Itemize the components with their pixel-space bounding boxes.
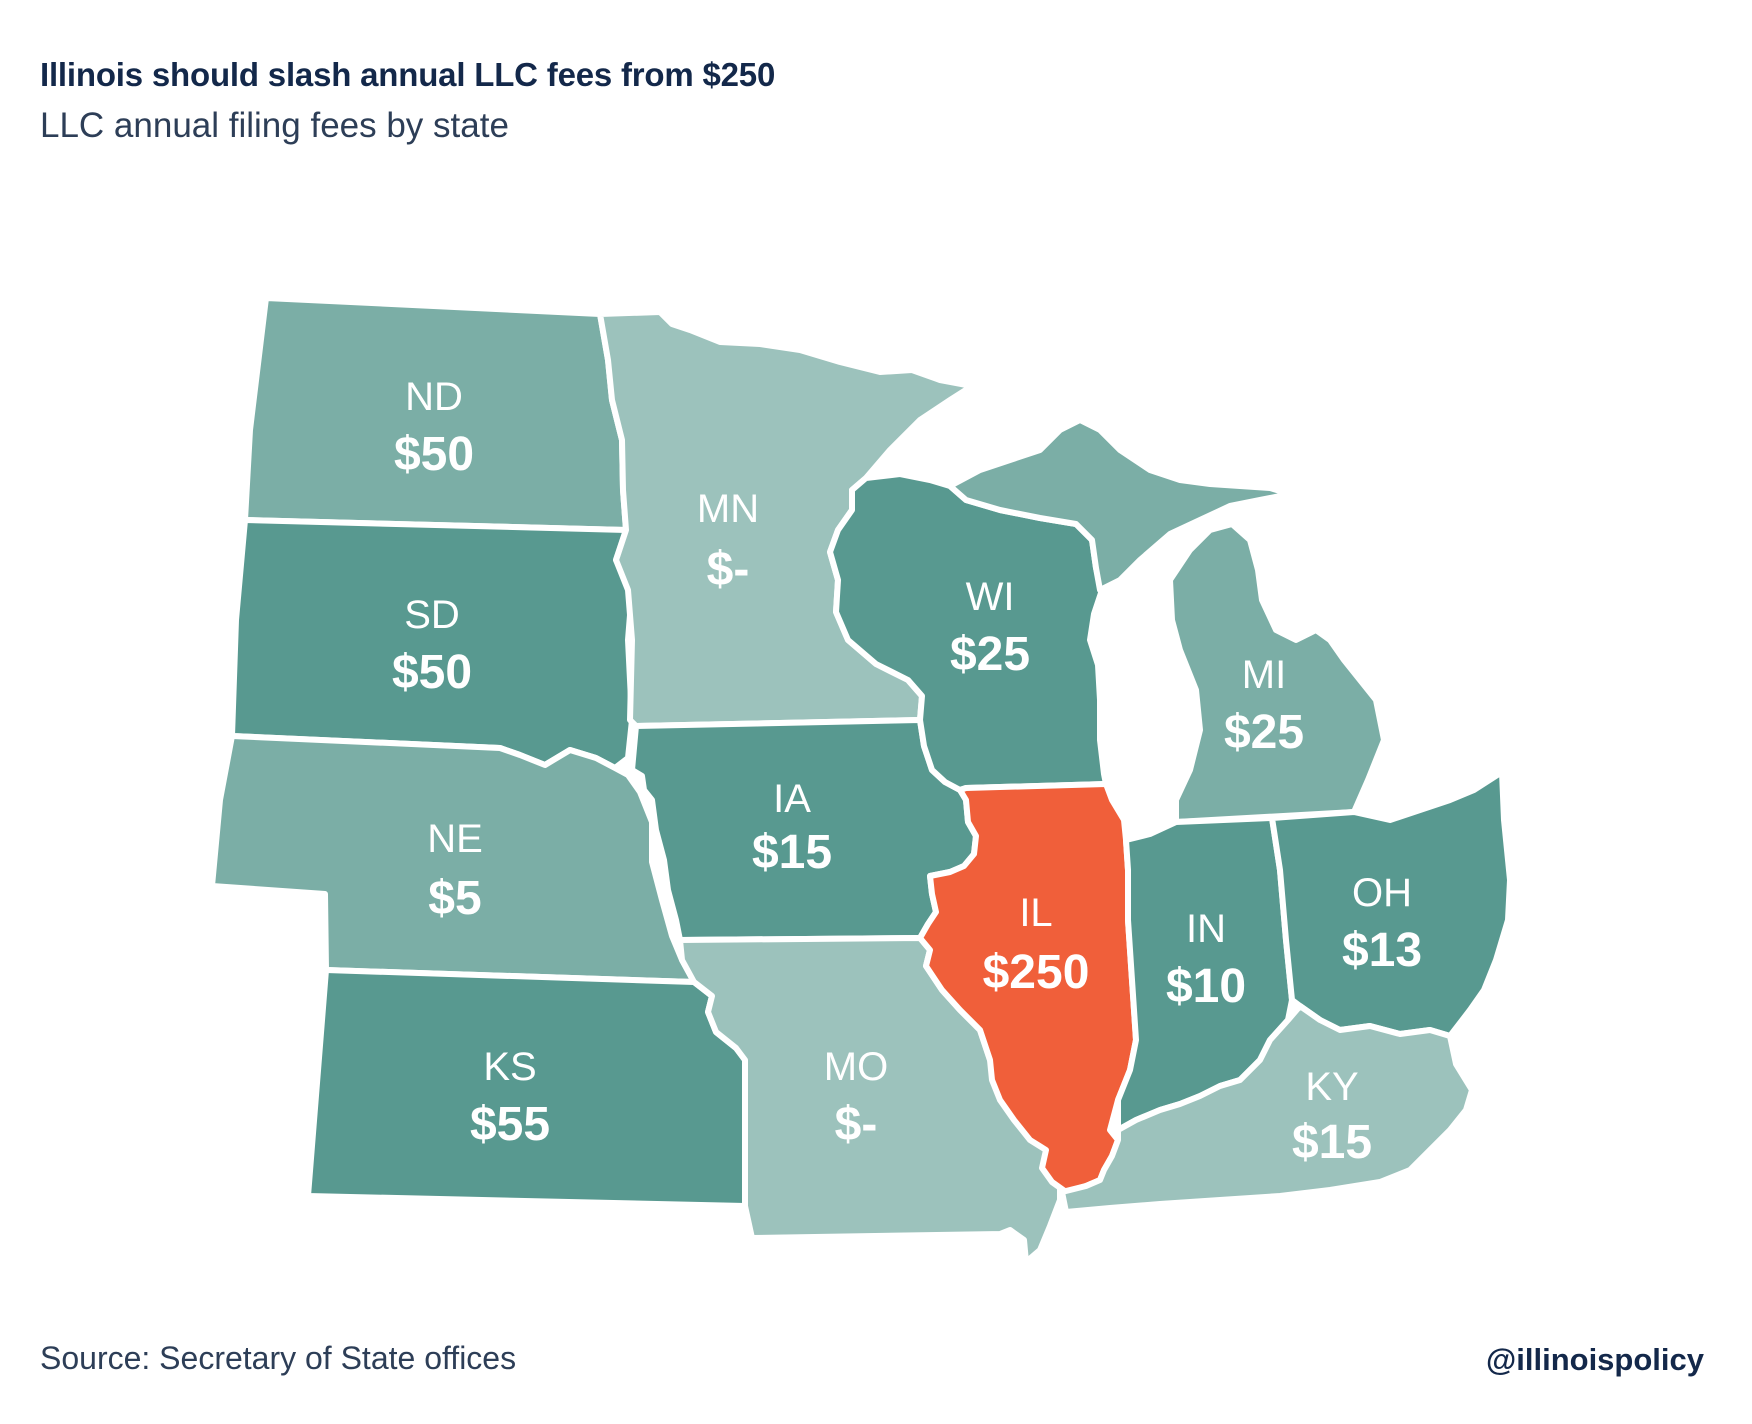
state-shape <box>947 417 1387 825</box>
state-fee-label: $50 <box>392 646 472 699</box>
state-fee-label: $50 <box>394 428 474 481</box>
state-code-label: OH <box>1352 871 1412 915</box>
state-code-label: IL <box>1019 891 1052 935</box>
state-fee-label: $- <box>835 1098 878 1151</box>
state-fee-label: $25 <box>1224 706 1304 759</box>
state-shape <box>229 517 635 771</box>
state-fee-label: $- <box>707 543 750 596</box>
state-nd: ND $50 <box>242 295 629 533</box>
state-code-label: IA <box>773 777 811 821</box>
state-shape <box>1059 1003 1475 1215</box>
state-code-label: MO <box>824 1045 888 1089</box>
social-handle: @illinoispolicy <box>1486 1342 1704 1377</box>
state-code-label: MI <box>1242 653 1286 697</box>
state-in: IN $10 <box>1115 815 1295 1133</box>
source-note: Source: Secretary of State offices <box>40 1340 517 1376</box>
state-fee-label: $5 <box>428 872 481 925</box>
state-oh: OH $13 <box>1269 769 1513 1039</box>
state-fee-label: $10 <box>1166 960 1246 1013</box>
state-fee-label: $55 <box>470 1098 550 1151</box>
state-fee-label: $15 <box>1292 1116 1372 1169</box>
state-code-label: KS <box>483 1045 536 1089</box>
state-shape <box>209 733 697 985</box>
map-title: Illinois should slash annual LLC fees fr… <box>40 56 776 93</box>
state-code-label: KY <box>1305 1065 1358 1109</box>
state-ne: NE $5 <box>209 733 697 985</box>
map-subtitle: LLC annual filing fees by state <box>40 106 509 145</box>
state-mn: MN $- <box>597 309 975 729</box>
state-fee-label: $250 <box>983 946 1090 999</box>
state-fee-label: $25 <box>950 628 1030 681</box>
state-ky: KY $15 <box>1059 1003 1475 1215</box>
state-code-label: SD <box>404 593 460 637</box>
state-code-label: NE <box>427 817 483 861</box>
state-code-label: WI <box>966 575 1015 619</box>
state-ks: KS $55 <box>305 967 748 1209</box>
state-fee-label: $13 <box>1342 924 1422 977</box>
state-code-label: IN <box>1186 907 1226 951</box>
state-code-label: MN <box>697 487 759 531</box>
state-mi: MI $25 <box>947 417 1387 825</box>
state-sd: SD $50 <box>229 517 635 771</box>
state-fee-label: $15 <box>752 826 832 879</box>
state-code-label: ND <box>405 375 463 419</box>
